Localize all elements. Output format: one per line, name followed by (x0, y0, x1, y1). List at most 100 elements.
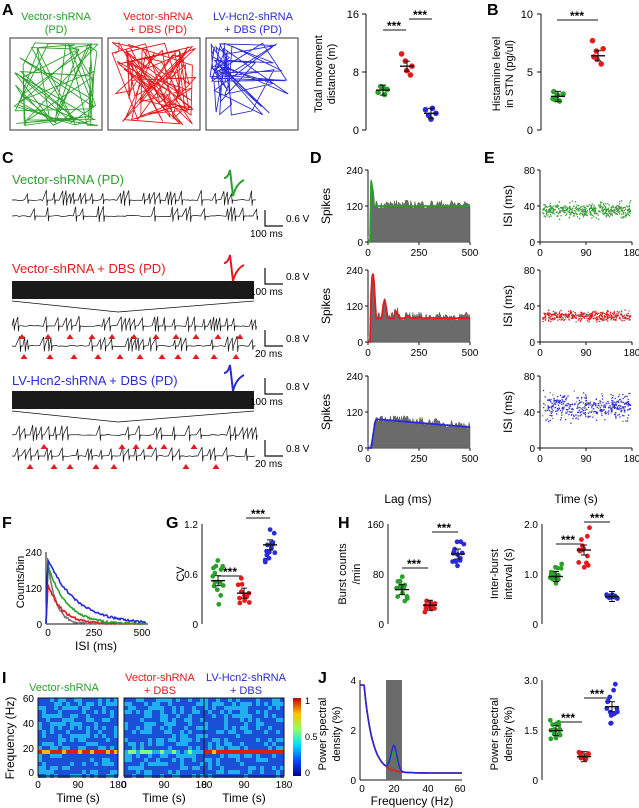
i-spec-cell (196, 722, 200, 726)
e-point-red (543, 318, 545, 320)
c-marker-red-2 (136, 354, 144, 359)
i-spec-cell (188, 710, 192, 714)
e-point-red (619, 316, 621, 318)
e-point-red (588, 319, 590, 321)
e-point-blue (622, 406, 625, 409)
i-spec-cell (188, 718, 192, 722)
i-spec-cell (196, 754, 200, 758)
i-spec-cell (256, 698, 260, 702)
i-spec-cell (212, 730, 216, 734)
e-point-red (592, 311, 594, 313)
e-point-green (580, 212, 582, 214)
i-spec-cell (94, 718, 98, 722)
e-point-green (578, 205, 580, 207)
e-point-blue (627, 402, 630, 405)
track-path-blue (209, 42, 289, 116)
i-spec-cell (268, 734, 272, 738)
e-point-blue (574, 403, 576, 406)
c-trace-red-2 (11, 335, 256, 353)
i-spec-cell (248, 742, 252, 746)
i-spec-cell (110, 758, 114, 762)
e-point-red (542, 318, 544, 320)
i-spec-cell (216, 698, 220, 702)
e-point-red (552, 310, 554, 313)
e-point-red (599, 316, 601, 318)
e-point-green (590, 207, 592, 209)
i-spec-cell (86, 754, 90, 758)
i-spec-cell (188, 742, 192, 746)
e-point-blue (609, 405, 611, 407)
i-spec-cell (98, 710, 102, 714)
i-spec-cell (252, 754, 256, 758)
i-spec-cell (204, 710, 208, 714)
i-spec-cell (256, 738, 260, 742)
e-xtick-label: 0 (537, 454, 543, 465)
i-spec-cell (42, 714, 46, 718)
i-spec-cell (102, 718, 106, 722)
i-spec-cell (256, 746, 260, 750)
e-point-red (594, 314, 596, 316)
e-point-red (549, 317, 551, 319)
e-point-green (575, 208, 578, 210)
i-spec-cell (236, 746, 240, 750)
i-spec-cell (272, 734, 276, 738)
i-spec-cell (212, 742, 216, 746)
i-spec-cell (204, 698, 208, 702)
b-ytick-0: 0 (527, 125, 533, 137)
e-point-blue (594, 403, 596, 405)
e-point-red (598, 312, 600, 314)
e-point-green (550, 207, 552, 209)
e-point-green (592, 214, 594, 217)
e-point-red (562, 316, 564, 319)
i-spec-cell (260, 758, 264, 762)
i-spec-cell (168, 726, 172, 730)
i-spec-cell (264, 710, 268, 714)
i-spec-cell (124, 710, 128, 714)
i-spec-cell (224, 722, 228, 726)
i-spec-cell (152, 746, 156, 750)
e-point-blue (554, 406, 557, 408)
e-point-red (573, 316, 576, 318)
i-spec-cell (248, 734, 252, 738)
i-spec-cell (156, 742, 160, 746)
c-dense-bar-2 (12, 281, 254, 299)
i-spec-cell (224, 734, 228, 738)
i-spec-cell (114, 742, 118, 746)
i-spec-cell (58, 722, 62, 726)
i-spec-cell (42, 698, 46, 702)
i-spec-cell (268, 742, 272, 746)
e-point-red (627, 318, 629, 320)
e-point-blue (617, 395, 620, 398)
i-spec-cell (164, 766, 168, 770)
i-spec-cell (152, 714, 156, 718)
i-spec-cell (172, 718, 176, 722)
h-dots-point (559, 561, 565, 567)
i-spec-cell (212, 734, 216, 738)
i-spec-cell (264, 770, 268, 774)
e-point-blue (615, 401, 617, 404)
i-label-blue-1: LV-Hcn2-shRNA (206, 672, 287, 684)
e-point-green (630, 200, 632, 202)
b-ylabel-2: in STN (pg/ul) (504, 40, 516, 108)
c-trace-red-1 (11, 315, 257, 333)
e-point-blue (585, 394, 587, 396)
i-spec-cell (264, 714, 268, 718)
i-spec-cell (114, 730, 118, 734)
i-spec-cell (78, 730, 82, 734)
e-point-blue (620, 401, 622, 403)
e-point-blue (617, 414, 619, 416)
e-point-blue (592, 403, 594, 406)
i-spec-cell (124, 758, 128, 762)
i-spec-cell (276, 702, 280, 706)
i-spec-cell (62, 758, 66, 762)
d-ytick-label: 120 (346, 302, 363, 313)
e-point-red (565, 313, 567, 315)
e-point-blue (561, 411, 563, 413)
i-spec-cell (86, 734, 90, 738)
g-sig-2: *** (251, 507, 265, 521)
i-spec-cell (276, 718, 280, 722)
e-point-red (575, 317, 578, 319)
j-dots-point (615, 709, 620, 715)
e-ytick-label: 80 (524, 166, 536, 177)
